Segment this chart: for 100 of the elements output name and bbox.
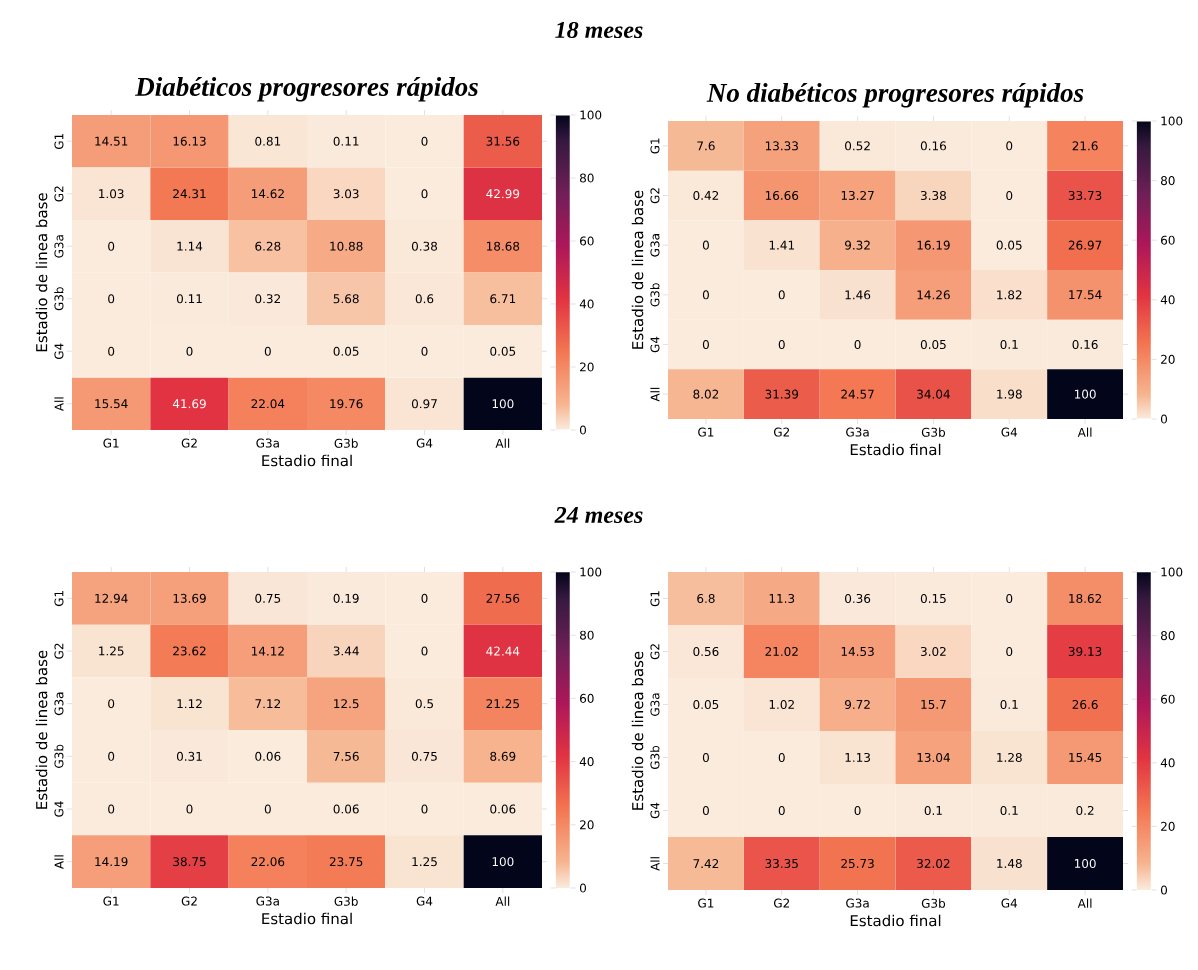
data-label: 0.36 bbox=[845, 593, 871, 604]
data-label: 0.05 bbox=[490, 346, 516, 356]
y-tick-label: All bbox=[650, 857, 660, 871]
data-label: 14.19 bbox=[95, 857, 128, 867]
data-label: 25.73 bbox=[841, 858, 874, 869]
y-tick-label: G3a bbox=[54, 692, 64, 716]
y-tick-label: All bbox=[650, 387, 660, 402]
x-tick-label: All bbox=[1077, 898, 1092, 908]
data-label: 6.28 bbox=[255, 241, 281, 251]
text: 24 meses bbox=[554, 506, 643, 524]
y-tick-label: G3a bbox=[650, 693, 660, 716]
data-label: 0 bbox=[421, 346, 428, 356]
data-label: 7.6 bbox=[697, 141, 715, 151]
data-label: 0 bbox=[702, 339, 709, 350]
data-label: 0.1 bbox=[1000, 339, 1018, 350]
data-label: 13.33 bbox=[765, 141, 798, 151]
color-bar-label: 20 bbox=[1161, 821, 1175, 831]
color-bar-label: 40 bbox=[579, 757, 594, 767]
data-label: 22.06 bbox=[251, 857, 285, 867]
data-label: 0.05 bbox=[693, 699, 719, 710]
x-tick-label: G2 bbox=[773, 427, 790, 437]
data-label: 38.75 bbox=[173, 857, 206, 867]
data-label: 100 bbox=[492, 399, 514, 409]
color-bar-label: 40 bbox=[1160, 758, 1175, 768]
x-tick-label: G3a bbox=[846, 427, 869, 437]
x-axis-title: Estadio final bbox=[262, 912, 352, 925]
data-label: 0.81 bbox=[255, 136, 281, 146]
data-label: 0.75 bbox=[255, 593, 281, 603]
data-label: 21.25 bbox=[486, 699, 519, 709]
data-label: 1.48 bbox=[997, 858, 1022, 869]
data-label: 0 bbox=[778, 339, 785, 350]
data-label: 0 bbox=[421, 136, 428, 146]
data-label: 1.41 bbox=[769, 240, 795, 250]
data-label: 0 bbox=[108, 804, 115, 814]
y-axis-title: Estadio de linea base bbox=[631, 190, 644, 349]
data-label: 16.66 bbox=[765, 190, 799, 201]
color-bar-label: 0 bbox=[1160, 885, 1168, 895]
data-label: 6.8 bbox=[697, 593, 715, 604]
data-label: 22.04 bbox=[251, 399, 285, 409]
x-tick-label: All bbox=[495, 438, 510, 448]
data-label: 41.69 bbox=[172, 399, 206, 409]
y-tick-label: G3a bbox=[54, 235, 64, 258]
data-label: 33.73 bbox=[1068, 190, 1102, 201]
data-label: 0 bbox=[108, 294, 115, 304]
color-bar-label: 60 bbox=[580, 693, 594, 703]
data-label: 1.25 bbox=[412, 857, 437, 867]
color-bar-label: 100 bbox=[1161, 116, 1183, 126]
y-axis-title: Estadio de linea base bbox=[35, 193, 48, 352]
data-label: 17.54 bbox=[1069, 290, 1102, 300]
data-label: 0 bbox=[702, 752, 709, 763]
data-label: 8.69 bbox=[490, 751, 516, 761]
y-tick-label: G2 bbox=[54, 643, 64, 659]
data-label: 16.13 bbox=[173, 136, 206, 146]
data-label: 0.06 bbox=[255, 751, 281, 761]
data-label: 12.94 bbox=[95, 593, 128, 603]
x-tick-label: G2 bbox=[773, 898, 790, 908]
x-tick-label: G2 bbox=[181, 438, 197, 448]
data-label: 0 bbox=[108, 699, 115, 709]
y-tick-label: G1 bbox=[54, 590, 64, 607]
data-label: 100 bbox=[1074, 858, 1096, 869]
y-tick-label: G2 bbox=[650, 644, 660, 660]
data-label: 9.72 bbox=[844, 699, 870, 710]
data-label: 0 bbox=[778, 805, 785, 816]
data-label: 13.69 bbox=[173, 593, 206, 603]
x-tick-label: G4 bbox=[1001, 427, 1018, 437]
x-tick-label: G3b bbox=[921, 898, 946, 908]
data-label: 0 bbox=[1006, 646, 1013, 657]
y-tick-label: G4 bbox=[54, 801, 64, 817]
data-label: 0.05 bbox=[920, 339, 946, 350]
color-bar-label: 60 bbox=[1161, 694, 1175, 704]
data-label: 0 bbox=[778, 290, 785, 300]
data-label: 3.02 bbox=[920, 646, 946, 657]
data-label: 33.35 bbox=[765, 858, 798, 869]
x-tick-label: G3a bbox=[846, 898, 869, 908]
data-label: 21.6 bbox=[1072, 141, 1098, 151]
color-bar-label: 60 bbox=[1161, 235, 1175, 245]
x-tick-label: G3a bbox=[256, 438, 279, 448]
data-label: 0.05 bbox=[996, 240, 1022, 250]
data-label: 21.02 bbox=[765, 646, 798, 657]
data-label: 0 bbox=[421, 646, 428, 656]
color-bar-label: 100 bbox=[580, 110, 602, 120]
x-tick-label: G3b bbox=[334, 896, 358, 906]
y-tick-label: All bbox=[54, 397, 64, 412]
color-bar-label: 100 bbox=[1161, 567, 1183, 577]
y-tick-label: G2 bbox=[650, 188, 660, 204]
x-tick-label: G4 bbox=[416, 896, 433, 906]
x-tick-label: All bbox=[1077, 427, 1092, 437]
y-tick-label: G3b bbox=[54, 744, 64, 768]
data-label: 0.56 bbox=[693, 646, 719, 657]
data-label: 0 bbox=[854, 339, 861, 350]
data-label: 1.02 bbox=[769, 699, 794, 710]
data-label: 7.12 bbox=[255, 699, 280, 709]
color-bar-label: 20 bbox=[580, 820, 594, 830]
data-label: 31.56 bbox=[486, 136, 520, 146]
color-bar-label: 0 bbox=[579, 425, 587, 435]
color-bar-label: 40 bbox=[579, 299, 594, 309]
y-tick-label: G4 bbox=[650, 336, 660, 353]
data-label: 14.62 bbox=[251, 189, 284, 199]
data-label: 8.02 bbox=[693, 389, 719, 399]
data-label: 6.71 bbox=[490, 294, 516, 304]
